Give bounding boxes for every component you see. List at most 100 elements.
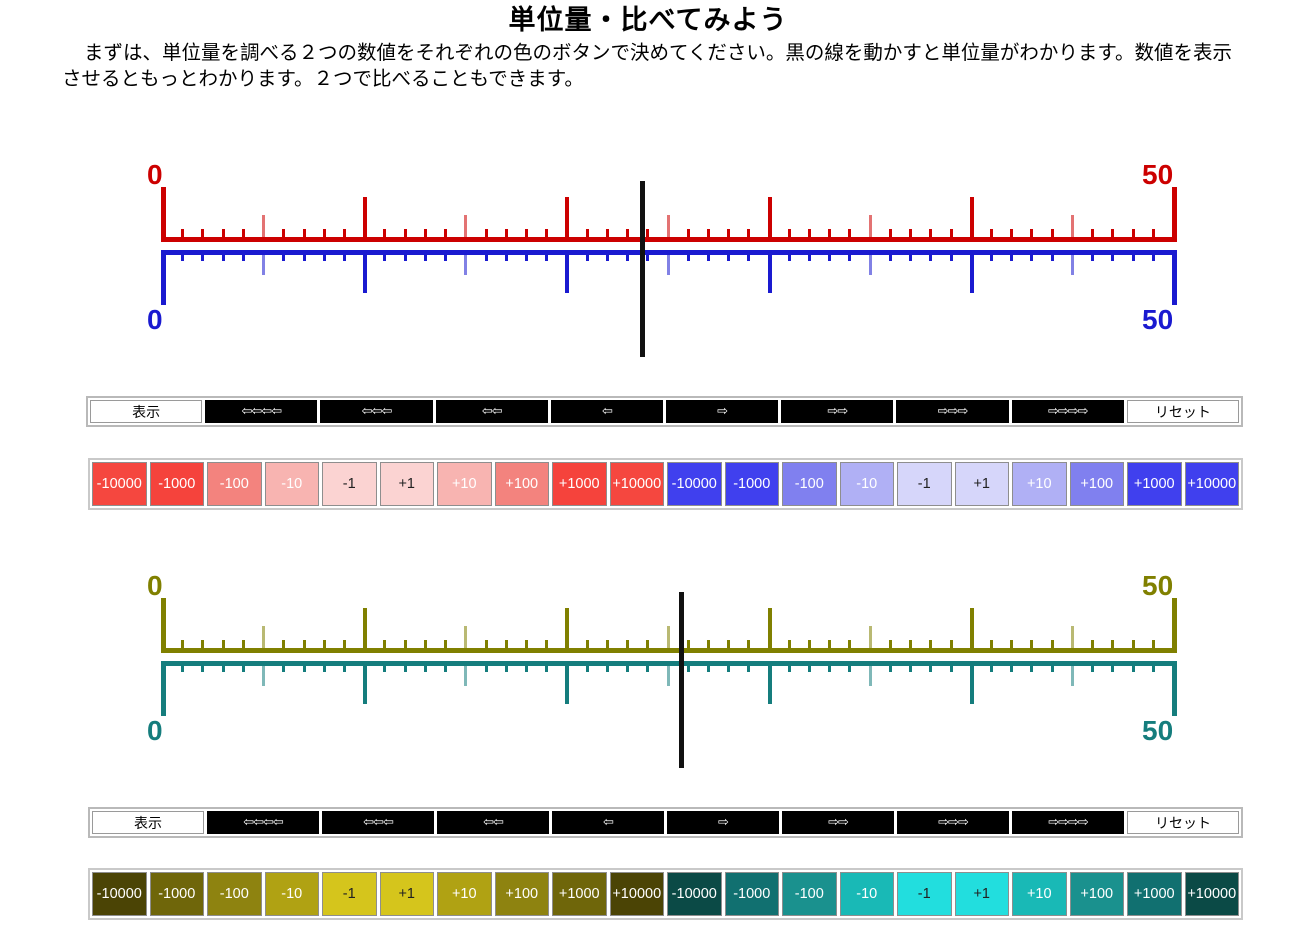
ruler-endcap-left-top — [161, 598, 166, 653]
step-left-3-button[interactable]: ⇦⇦⇦ — [322, 811, 434, 834]
ruler-tick-top — [767, 197, 772, 239]
value-button-red-plus10[interactable]: +10 — [437, 462, 492, 506]
value-button-blue-plus1000[interactable]: +1000 — [1127, 462, 1182, 506]
value-button-red-minus100[interactable]: -100 — [207, 462, 262, 506]
ruler-canvas-olive-teal[interactable]: 0 50 0 50 — [0, 561, 1296, 768]
step-left-4-button[interactable]: ⇦⇦⇦⇦ — [205, 400, 318, 423]
value-button-red-minus1000[interactable]: -1000 — [149, 462, 204, 506]
ruler-tick-bottom — [181, 664, 185, 672]
value-button-red-plus10000[interactable]: +10000 — [609, 462, 664, 506]
ruler-tick-bottom — [1050, 253, 1054, 261]
ruler-panel-olive-teal[interactable]: 0 50 0 50 — [0, 561, 1296, 768]
value-button-blue-minus10[interactable]: -10 — [839, 462, 894, 506]
ruler-endcap-right-top — [1172, 598, 1177, 653]
ruler-cursor-line[interactable] — [678, 592, 684, 768]
value-button-red-minus1[interactable]: -1 — [322, 462, 377, 506]
step-right-4-button[interactable]: ⇨⇨⇨⇨ — [1012, 811, 1124, 834]
value-button-olive-minus1[interactable]: -1 — [322, 872, 377, 916]
step-left-3-button[interactable]: ⇦⇦⇦ — [320, 400, 433, 423]
step-left-2-button[interactable]: ⇦⇦ — [435, 400, 548, 423]
value-button-red-minus10000[interactable]: -10000 — [92, 462, 147, 506]
ruler-panel-red-blue[interactable]: 0 50 0 50 — [0, 150, 1296, 357]
ruler-tick-bottom — [767, 664, 772, 704]
ruler-tick-top — [808, 229, 812, 239]
value-button-olive-minus1000[interactable]: -1000 — [149, 872, 204, 916]
value-button-teal-plus1000[interactable]: +1000 — [1127, 872, 1182, 916]
step-left-1-button[interactable]: ⇦ — [552, 811, 664, 834]
value-button-blue-plus10[interactable]: +10 — [1012, 462, 1067, 506]
step-right-2-button[interactable]: ⇨⇨ — [781, 400, 894, 423]
ruler-tick-top — [969, 197, 974, 239]
ruler-tick-top — [949, 229, 953, 239]
value-button-teal-plus1[interactable]: +1 — [954, 872, 1009, 916]
value-button-olive-plus100[interactable]: +100 — [494, 872, 549, 916]
step-right-3-button[interactable]: ⇨⇨⇨ — [897, 811, 1009, 834]
value-button-teal-minus10[interactable]: -10 — [839, 872, 894, 916]
value-button-olive-plus1000[interactable]: +1000 — [552, 872, 607, 916]
ruler-tick-bottom — [1151, 253, 1155, 261]
ruler-tick-top — [787, 640, 791, 650]
value-button-teal-minus100[interactable]: -100 — [782, 872, 837, 916]
ruler-tick-top — [565, 197, 570, 239]
value-button-olive-minus10[interactable]: -10 — [264, 872, 319, 916]
value-button-olive-plus1[interactable]: +1 — [379, 872, 434, 916]
value-button-blue-minus1[interactable]: -1 — [897, 462, 952, 506]
value-button-teal-plus10[interactable]: +10 — [1012, 872, 1067, 916]
control-row-top[interactable]: 表示 ⇦⇦⇦⇦ ⇦⇦⇦ ⇦⇦ ⇦ ⇨ ⇨⇨ ⇨⇨⇨ ⇨⇨⇨⇨ リセット — [86, 396, 1243, 427]
ruler-tick-bottom — [888, 253, 892, 261]
ruler-tick-bottom — [868, 253, 872, 275]
control-row-bottom[interactable]: 表示 ⇦⇦⇦⇦ ⇦⇦⇦ ⇦⇦ ⇦ ⇨ ⇨⇨ ⇨⇨⇨ ⇨⇨⇨⇨ リセット — [88, 807, 1243, 838]
value-button-teal-plus100[interactable]: +100 — [1069, 872, 1124, 916]
step-left-4-button[interactable]: ⇦⇦⇦⇦ — [207, 811, 319, 834]
ruler-tick-bottom — [767, 253, 772, 293]
value-button-teal-minus1000[interactable]: -1000 — [724, 872, 779, 916]
value-button-blue-plus100[interactable]: +100 — [1069, 462, 1124, 506]
value-button-blue-minus1000[interactable]: -1000 — [724, 462, 779, 506]
page-description-text: まずは、単位量を調べる２つの数値をそれぞれの色のボタンで決めてください。黒の線を… — [62, 42, 1232, 90]
step-left-1-button[interactable]: ⇦ — [550, 400, 664, 423]
value-button-olive-plus10000[interactable]: +10000 — [609, 872, 664, 916]
value-button-teal-minus10000[interactable]: -10000 — [667, 872, 722, 916]
ruler-tick-bottom — [969, 664, 974, 704]
value-row-olive-teal[interactable]: -10000 -1000 -100 -10 -1 +1 +10 +100 +1000 +10000… — [88, 868, 1243, 920]
ruler-tick-top — [181, 640, 185, 650]
value-button-teal-plus10000[interactable]: +10000 — [1184, 872, 1239, 916]
ruler-tick-bottom — [545, 253, 549, 261]
ruler-tick-bottom — [808, 664, 812, 672]
value-button-blue-minus10000[interactable]: -10000 — [667, 462, 722, 506]
ruler-canvas-red-blue[interactable]: 0 50 0 50 — [0, 150, 1296, 357]
step-right-1-button[interactable]: ⇨ — [666, 400, 779, 423]
step-right-3-button[interactable]: ⇨⇨⇨ — [896, 400, 1009, 423]
ruler-tick-bottom — [949, 664, 953, 672]
value-row-red-blue[interactable]: -10000 -1000 -100 -10 -1 +1 +10 +100 +1000 +10000… — [88, 458, 1243, 510]
step-right-1-button[interactable]: ⇨ — [667, 811, 779, 834]
ruler-tick-bottom — [363, 664, 368, 704]
value-button-red-plus1[interactable]: +1 — [379, 462, 434, 506]
show-button[interactable]: 表示 — [90, 400, 203, 423]
ruler-tick-top — [767, 608, 772, 650]
ruler-tick-top — [1151, 640, 1155, 650]
step-right-2-button[interactable]: ⇨⇨ — [782, 811, 894, 834]
value-button-teal-minus1[interactable]: -1 — [897, 872, 952, 916]
value-button-olive-minus100[interactable]: -100 — [207, 872, 262, 916]
value-button-blue-plus10000[interactable]: +10000 — [1184, 462, 1239, 506]
reset-button[interactable]: リセット — [1127, 811, 1239, 834]
ruler-tick-top — [241, 229, 245, 239]
ruler-tick-bottom — [1070, 253, 1074, 275]
step-left-2-button[interactable]: ⇦⇦ — [437, 811, 549, 834]
value-button-blue-plus1[interactable]: +1 — [954, 462, 1009, 506]
ruler-tick-bottom — [787, 253, 791, 261]
show-button[interactable]: 表示 — [92, 811, 204, 834]
value-button-red-plus100[interactable]: +100 — [494, 462, 549, 506]
value-button-red-minus10[interactable]: -10 — [264, 462, 319, 506]
step-right-4-button[interactable]: ⇨⇨⇨⇨ — [1011, 400, 1124, 423]
ruler-cursor-line[interactable] — [640, 181, 646, 357]
ruler-tick-top — [403, 640, 407, 650]
reset-button[interactable]: リセット — [1126, 400, 1240, 423]
value-button-red-plus1000[interactable]: +1000 — [552, 462, 607, 506]
value-button-olive-minus10000[interactable]: -10000 — [92, 872, 147, 916]
value-button-blue-minus100[interactable]: -100 — [782, 462, 837, 506]
value-button-olive-plus10[interactable]: +10 — [437, 872, 492, 916]
page-title: 単位量・比べてみよう — [508, 5, 788, 35]
ruler-tick-top — [929, 229, 933, 239]
